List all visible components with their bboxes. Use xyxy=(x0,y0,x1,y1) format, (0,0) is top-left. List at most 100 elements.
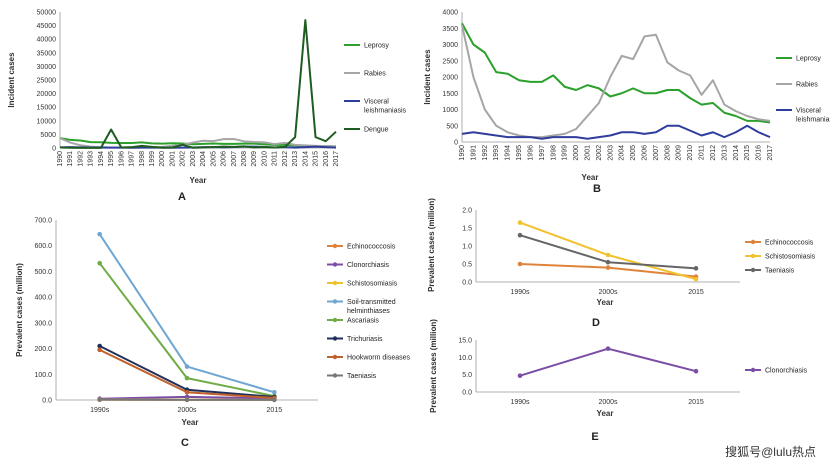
x-tick-label: 2009 xyxy=(251,151,258,167)
x-tick-label: 2000 xyxy=(159,151,166,167)
y-tick-label: 3000 xyxy=(442,42,458,49)
y-axis-title: Prevalent cases (million) xyxy=(429,319,438,413)
chart-panel-d: 0.0 0.5 1.0 1.5 2.0 1990s 2000s 2015 Year Prevale… xyxy=(427,198,816,329)
legend-label: Rabies xyxy=(364,71,386,78)
legend-marker xyxy=(332,262,338,267)
y-tick-label: 600.0 xyxy=(34,243,52,250)
x-tick-label: 1991 xyxy=(67,151,74,167)
x-tick-label: 2016 xyxy=(323,151,330,167)
y-tick-label: 15000 xyxy=(37,105,57,112)
x-tick-label: 2010 xyxy=(687,145,694,161)
x-tick-label: 2015 xyxy=(688,289,704,296)
y-tick-label: 45000 xyxy=(37,23,57,30)
y-tick-label: 5.0 xyxy=(462,372,472,379)
x-tick-label: 2001 xyxy=(584,145,591,161)
x-tick-label: 2017 xyxy=(333,151,340,167)
data-point xyxy=(693,368,699,374)
x-tick-label: 2012 xyxy=(710,145,717,161)
legend-label: Taeniasis xyxy=(765,268,795,275)
legend-label: Clonorchiasis xyxy=(347,262,390,269)
y-tick-label: 10000 xyxy=(37,118,57,125)
legend-entry: Dengue xyxy=(344,127,389,134)
x-tick-label: 1990s xyxy=(510,289,530,296)
legend-entry: Taeniasis xyxy=(745,268,795,275)
legend-marker xyxy=(332,243,338,249)
x-tick-label: 2000s xyxy=(598,399,618,406)
y-tick-label: 2500 xyxy=(442,58,458,65)
x-tick-label: 2009 xyxy=(676,145,683,161)
data-point xyxy=(693,276,699,282)
panel-letter: C xyxy=(181,437,189,449)
panel-letter: D xyxy=(592,317,600,329)
series-ascariasis xyxy=(97,260,277,399)
data-point xyxy=(97,343,102,349)
legend-entry: Soil-transmitted helminthiases xyxy=(327,299,396,315)
legend-marker xyxy=(332,299,338,304)
legend-entry: Ascariasis xyxy=(327,318,379,325)
x-tick-label: 1990s xyxy=(90,407,110,414)
x-tick-label: 2015 xyxy=(744,145,751,161)
x-tick-label: 2014 xyxy=(302,151,309,167)
x-tick-label: 2011 xyxy=(272,151,279,166)
y-tick-label: 0.0 xyxy=(42,398,52,405)
data-point xyxy=(605,259,611,265)
legend-label: Schistosomiasis xyxy=(347,281,398,288)
x-tick-label: 1991 xyxy=(470,145,477,161)
legend-entry: Schistosomiasis xyxy=(327,281,398,288)
legend-label: Echinococcosis xyxy=(347,244,396,251)
legend-label: Leprosy xyxy=(364,43,389,50)
x-tick-label: 2012 xyxy=(282,151,289,167)
y-tick-label: 40000 xyxy=(37,37,57,44)
x-tick-label: 2002 xyxy=(596,145,603,161)
series-schistosomiasis xyxy=(517,220,699,282)
x-tick-label: 2016 xyxy=(756,145,763,161)
y-tick-label: 500 xyxy=(446,123,458,130)
x-tick-label: 2015 xyxy=(267,407,283,414)
series-line xyxy=(461,22,771,124)
legend-label: Trichuriasis xyxy=(347,336,383,343)
legend-label: Schistosomiasis xyxy=(765,254,816,261)
legend-entry: Rabies xyxy=(344,71,386,78)
legend-entry: Taeniasis xyxy=(327,373,377,380)
x-tick-label: 2014 xyxy=(733,145,740,161)
series-line xyxy=(59,19,337,149)
x-tick-label: 2005 xyxy=(210,151,217,167)
data-point xyxy=(272,389,277,395)
x-tick-label: 2008 xyxy=(241,151,248,167)
x-tick-label: 2006 xyxy=(221,151,228,167)
y-tick-label: 2.0 xyxy=(462,208,472,215)
x-axis-title: Year xyxy=(182,418,199,427)
x-tick-label: 1992 xyxy=(482,145,489,161)
x-tick-label: 2003 xyxy=(190,151,197,167)
series-taeniasis xyxy=(97,397,277,403)
legend-marker xyxy=(332,373,338,378)
x-tick-label: 2011 xyxy=(699,145,706,160)
data-point xyxy=(184,364,190,369)
data-point xyxy=(517,220,523,225)
x-tick-label: 2006 xyxy=(642,145,649,161)
x-tick-label: 2013 xyxy=(292,151,299,167)
x-tick-label: 2015 xyxy=(688,399,704,406)
y-tick-label: 300.0 xyxy=(34,320,52,327)
series-rabies xyxy=(461,24,771,139)
legend-entry: Hookworm diseases xyxy=(327,355,411,362)
series-taeniasis xyxy=(517,232,699,271)
series-hookworm-diseases xyxy=(97,347,277,401)
legend-entry: Leprosy xyxy=(344,43,389,50)
data-point xyxy=(605,252,611,258)
x-axis-title: Year xyxy=(597,409,614,418)
x-tick-label: 1998 xyxy=(550,145,557,161)
x-tick-label: 1997 xyxy=(539,145,546,161)
legend-entry: Clonorchiasis xyxy=(327,262,390,269)
x-tick-label: 2013 xyxy=(721,145,728,161)
data-point xyxy=(97,347,102,353)
x-tick-label: 1992 xyxy=(77,151,84,167)
x-tick-label: 1990s xyxy=(510,399,530,406)
legend-marker xyxy=(750,367,756,373)
x-tick-label: 1990 xyxy=(57,151,64,167)
legend-label: Hookworm diseases xyxy=(347,355,411,362)
legend-label: Dengue xyxy=(364,127,389,134)
x-tick-label: 1993 xyxy=(493,145,500,161)
chart-panel-a: 0 5000 10000 15000 20000 25000 30000 35000 40000… xyxy=(7,10,407,204)
